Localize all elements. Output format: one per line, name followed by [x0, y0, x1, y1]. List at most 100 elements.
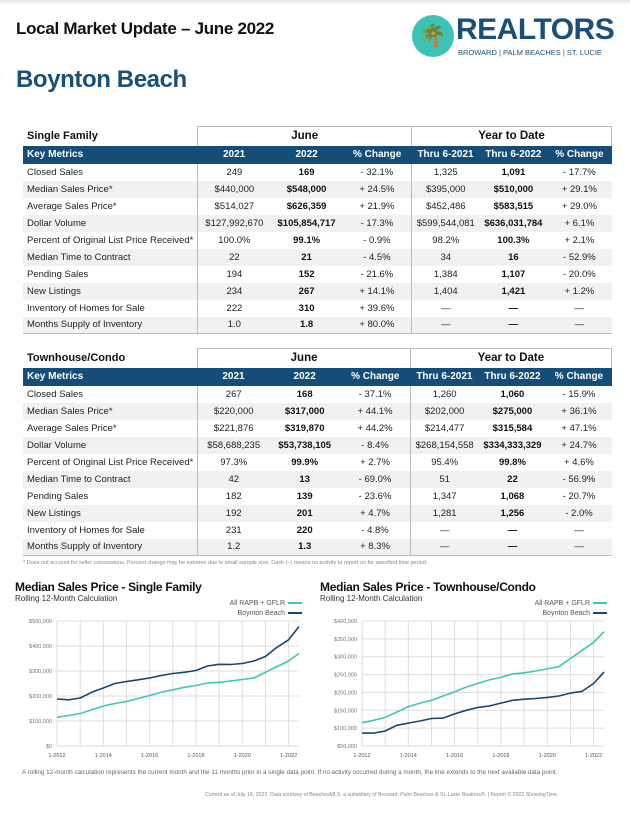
- value-2022: 21: [301, 251, 312, 263]
- ytd-2021: 95.4%: [409, 453, 479, 471]
- legend-swatch: [288, 612, 302, 615]
- table-row: Dollar Volume $58,688,235 $53,738,105 - 8.4…: [23, 436, 612, 454]
- y-tick-label: $50,000: [337, 744, 357, 750]
- pct-change: + 80.0%: [342, 316, 412, 334]
- value-2021: 97.3%: [197, 453, 270, 471]
- legend-swatch: [593, 602, 607, 605]
- table-row: Months Supply of Inventory 1.0 1.8 + 80.0% —…: [23, 316, 612, 334]
- ytd-header: Year to Date: [409, 348, 613, 368]
- chart-subtitle: Rolling 12-Month Calculation: [15, 594, 118, 603]
- value-2022: $626,359: [286, 200, 327, 212]
- ytd-2021: $599,544,081: [411, 214, 480, 232]
- metric-label: New Listings: [27, 507, 81, 519]
- table-row: Percent of Original List Price Received*…: [23, 453, 612, 471]
- value-2021: 182: [197, 487, 270, 505]
- col-thru-2021: Thru 6-2021: [411, 145, 480, 164]
- ytd-2022: $583,515: [493, 200, 534, 212]
- metric-label: Median Sales Price*: [27, 183, 113, 195]
- ytd-2021: —: [411, 316, 480, 334]
- ytd-2022: 22: [507, 473, 518, 485]
- pct-change: + 44.2%: [357, 422, 393, 434]
- value-2022: $53,738,105: [278, 439, 332, 451]
- value-2021: 192: [197, 504, 270, 522]
- x-tick-label: 1-2016: [446, 753, 463, 759]
- legend-swatch: [288, 602, 302, 605]
- ytd-2022: 1,060: [500, 388, 525, 400]
- ytd-2022: $636,031,784: [484, 217, 543, 229]
- ytd-2021: —: [409, 521, 479, 539]
- y-tick-label: $100,000: [334, 726, 357, 732]
- pct-change: + 39.6%: [359, 302, 395, 314]
- metric-label: New Listings: [27, 285, 81, 297]
- metric-label: Percent of Original List Price Received*: [27, 234, 194, 246]
- ytd-2022: 16: [508, 251, 519, 263]
- value-2021: 267: [197, 385, 270, 403]
- value-2021: 22: [197, 248, 271, 266]
- ytd-2022: $275,000: [492, 405, 533, 417]
- col-2022: 2022: [270, 145, 343, 164]
- ytd-2021: 1,260: [409, 385, 479, 403]
- col-thru-2022: Thru 6-2022: [478, 367, 547, 386]
- table-row: Median Sales Price* $220,000 $317,000 + 44.…: [23, 402, 612, 420]
- ytd-pct-change: - 2.0%: [565, 507, 593, 519]
- ytd-pct-change: + 6.1%: [564, 217, 595, 229]
- value-2021: 1.0: [197, 316, 271, 334]
- metric-label: Closed Sales: [27, 166, 83, 178]
- col-2022: 2022: [269, 367, 341, 386]
- pct-change: - 37.1%: [358, 388, 392, 400]
- single-family-table: Single Family June Year to Date Key Metric…: [23, 126, 612, 334]
- logo-word: REALTORS: [456, 13, 615, 46]
- value-2021: 42: [197, 470, 270, 488]
- x-tick-label: 1-2020: [539, 753, 556, 759]
- chart-single-family: Median Sales Price - Single Family Rollin…: [15, 580, 310, 760]
- metric-label: Percent of Original List Price Received*: [27, 456, 194, 468]
- ytd-2022: 99.8%: [498, 456, 526, 468]
- ytd-pct-change: —: [574, 524, 584, 536]
- value-2021: 1.2: [197, 538, 270, 556]
- ytd-pct-change: + 47.1%: [561, 422, 597, 434]
- ytd-2021: $268,154,558: [409, 436, 479, 454]
- ytd-pct-change: - 20.7%: [562, 490, 596, 502]
- ytd-pct-change: - 56.9%: [562, 473, 596, 485]
- metric-label: Pending Sales: [27, 268, 89, 280]
- value-2021: 194: [197, 265, 271, 283]
- metric-label: Average Sales Price*: [27, 422, 117, 434]
- chart-subtitle: Rolling 12-Month Calculation: [320, 594, 423, 603]
- legend-item: Boynton Beach: [238, 610, 302, 617]
- x-tick-label: 1-2018: [492, 753, 509, 759]
- pct-change: - 23.6%: [358, 490, 392, 502]
- value-2022: 220: [296, 524, 313, 536]
- col-ytd-pct-change: % Change: [547, 145, 612, 164]
- ytd-2021: 1,325: [411, 163, 480, 181]
- pct-change: + 14.1%: [359, 285, 395, 297]
- legend-label: Boynton Beach: [542, 610, 590, 617]
- y-tick-label: $400,000: [334, 619, 357, 625]
- value-2022: 99.9%: [291, 456, 319, 468]
- legend-label: All RAPB + GFLR: [229, 600, 285, 607]
- col-thru-2021: Thru 6-2021: [410, 367, 479, 386]
- metric-label: Inventory of Homes for Sale: [27, 302, 145, 314]
- metric-label: Dollar Volume: [27, 217, 87, 229]
- table-row: Average Sales Price* $221,876 $319,870 + 44…: [23, 419, 612, 437]
- y-tick-label: $100,000: [29, 719, 52, 725]
- table-row: Median Sales Price* $440,000 $548,000 + 24.…: [23, 180, 612, 198]
- ytd-pct-change: + 1.2%: [564, 285, 595, 297]
- ytd-pct-change: —: [547, 316, 612, 334]
- chart-plot: $50,000 $100,000 $150,000 $200,000 $250,000 $…: [334, 619, 605, 759]
- value-2022: 1.3: [269, 538, 341, 556]
- table-row: Pending Sales 194 152 - 21.6% 1,384 1,107 - 20…: [23, 265, 612, 283]
- footnote: * Does not account for seller concession…: [23, 560, 428, 566]
- ytd-2021: —: [411, 299, 480, 317]
- pct-change: + 2.7%: [360, 456, 390, 468]
- pct-change: + 4.7%: [360, 507, 390, 519]
- city-title: Boynton Beach: [16, 66, 187, 93]
- value-2021: $440,000: [197, 180, 271, 198]
- pct-change: + 44.1%: [357, 405, 393, 417]
- legend-item: All RAPB + GFLR: [230, 600, 302, 607]
- section-title: Single Family: [27, 130, 98, 142]
- x-tick-label: 1-2016: [141, 753, 158, 759]
- ytd-2021: 98.2%: [411, 231, 480, 249]
- ytd-2021: 1,384: [411, 265, 480, 283]
- ytd-pct-change: + 2.1%: [564, 234, 595, 246]
- ytd-2021: 1,404: [411, 282, 480, 300]
